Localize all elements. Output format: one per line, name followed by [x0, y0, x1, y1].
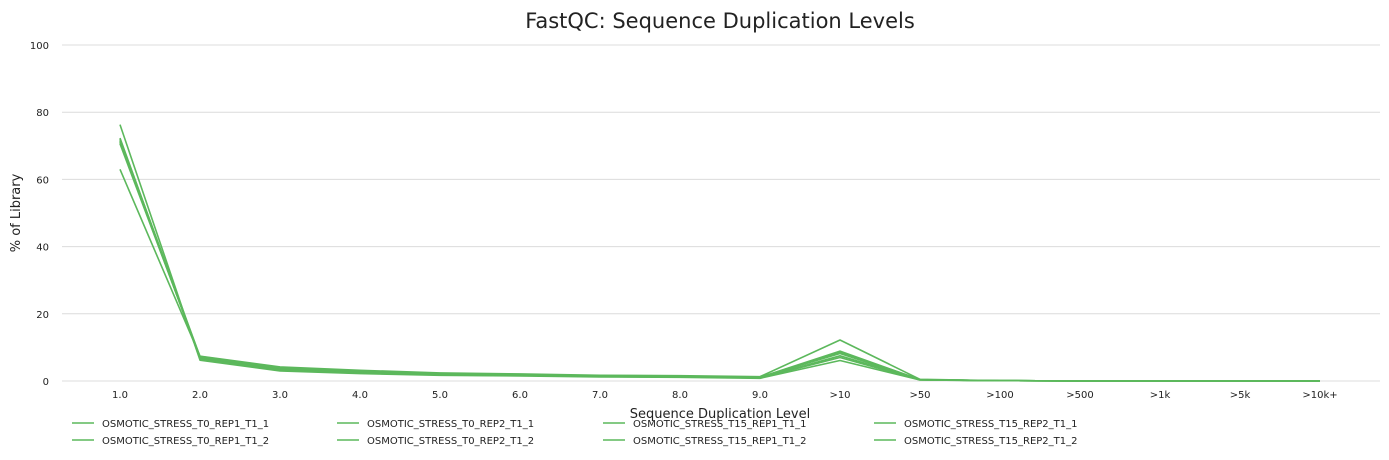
y-tick-label: 60 — [36, 175, 49, 186]
series-line — [119, 143, 1320, 382]
x-tick-label: >50 — [909, 390, 930, 401]
x-tick-label: >10k+ — [1302, 390, 1337, 401]
y-axis-ticks: 0 20 40 60 80 100 — [30, 41, 49, 388]
x-tick-label: 4.0 — [352, 390, 368, 401]
series-lines — [119, 124, 1320, 382]
legend-item[interactable]: OSMOTIC_STRESS_T15_REP2_T1_1 — [874, 419, 1078, 430]
legend-label: OSMOTIC_STRESS_T0_REP1_T1_1 — [102, 419, 269, 430]
legend-item[interactable]: OSMOTIC_STRESS_T0_REP1_T1_2 — [72, 436, 269, 447]
series-line — [119, 140, 1320, 382]
legend-item[interactable]: OSMOTIC_STRESS_T0_REP2_T1_2 — [337, 436, 534, 447]
legend-label: OSMOTIC_STRESS_T0_REP2_T1_1 — [367, 419, 534, 430]
x-tick-label: >5k — [1230, 390, 1251, 401]
y-tick-label: 20 — [36, 310, 49, 321]
x-tick-label: 2.0 — [192, 390, 208, 401]
legend-label: OSMOTIC_STRESS_T15_REP1_T1_2 — [633, 436, 807, 447]
x-axis-ticks: 1.0 2.0 3.0 4.0 5.0 6.0 7.0 8.0 9.0 >10 >50 >100 >50… — [112, 390, 1338, 401]
grid-lines — [62, 44, 1380, 382]
x-tick-label: 6.0 — [512, 390, 528, 401]
series-line — [119, 138, 1320, 382]
legend-item[interactable]: OSMOTIC_STRESS_T15_REP1_T1_1 — [603, 419, 807, 430]
series-line — [119, 141, 1320, 382]
x-tick-label: >500 — [1066, 390, 1093, 401]
x-tick-label: >100 — [986, 390, 1013, 401]
chart-title: FastQC: Sequence Duplication Levels — [525, 9, 915, 33]
legend-label: OSMOTIC_STRESS_T15_REP1_T1_1 — [633, 419, 807, 430]
x-tick-label: 1.0 — [112, 390, 128, 401]
x-tick-label: 3.0 — [272, 390, 288, 401]
y-tick-label: 100 — [30, 41, 49, 52]
series-line — [119, 124, 1320, 382]
y-tick-label: 80 — [36, 108, 49, 119]
series-line — [119, 169, 1320, 382]
legend-label: OSMOTIC_STRESS_T15_REP2_T1_1 — [904, 419, 1078, 430]
series-line — [119, 142, 1320, 382]
x-tick-label: 9.0 — [752, 390, 768, 401]
x-tick-label: 7.0 — [592, 390, 608, 401]
x-axis-label: Sequence Duplication Level — [630, 407, 810, 422]
y-axis-label: % of Library — [9, 173, 24, 252]
series-line — [119, 137, 1320, 382]
y-tick-label: 0 — [43, 377, 49, 388]
y-tick-label: 40 — [36, 243, 49, 254]
legend-item[interactable]: OSMOTIC_STRESS_T0_REP1_T1_1 — [72, 419, 269, 430]
legend-label: OSMOTIC_STRESS_T0_REP1_T1_2 — [102, 436, 269, 447]
legend-item[interactable]: OSMOTIC_STRESS_T15_REP1_T1_2 — [603, 436, 807, 447]
x-tick-label: >1k — [1150, 390, 1171, 401]
x-tick-label: >10 — [829, 390, 850, 401]
legend-label: OSMOTIC_STRESS_T15_REP2_T1_2 — [904, 436, 1078, 447]
legend: OSMOTIC_STRESS_T0_REP1_T1_1 OSMOTIC_STRES… — [72, 419, 1078, 447]
legend-item[interactable]: OSMOTIC_STRESS_T0_REP2_T1_1 — [337, 419, 534, 430]
legend-label: OSMOTIC_STRESS_T0_REP2_T1_2 — [367, 436, 534, 447]
legend-item[interactable]: OSMOTIC_STRESS_T15_REP2_T1_2 — [874, 436, 1078, 447]
x-tick-label: 5.0 — [432, 390, 448, 401]
x-tick-label: 8.0 — [672, 390, 688, 401]
